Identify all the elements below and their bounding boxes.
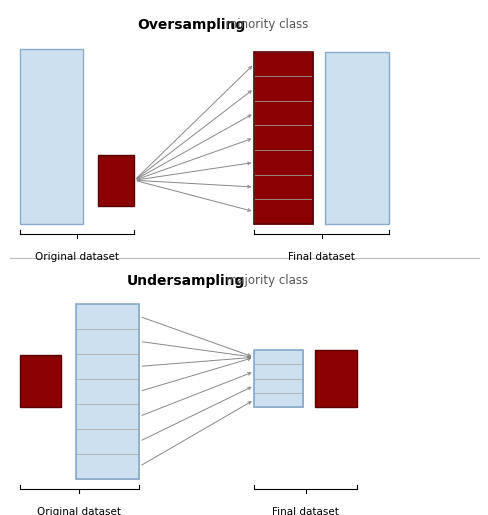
Bar (254, 52, 312, 224)
Bar (254, 199, 312, 224)
Text: Final dataset: Final dataset (287, 252, 354, 262)
Bar (254, 175, 312, 199)
Bar (254, 101, 312, 126)
Text: Original dataset: Original dataset (38, 507, 121, 515)
Bar (76, 354, 139, 379)
Bar (325, 52, 388, 224)
Bar (254, 150, 312, 175)
Text: Undersampling: Undersampling (127, 274, 245, 288)
Bar (98, 154, 134, 206)
Bar (254, 365, 303, 379)
Bar (20, 49, 83, 224)
Text: majority class: majority class (222, 274, 308, 287)
Bar (254, 393, 303, 407)
Text: Original dataset: Original dataset (35, 252, 119, 262)
Bar (254, 52, 312, 76)
Bar (20, 355, 61, 407)
Bar (76, 379, 139, 404)
Bar (254, 76, 312, 101)
Bar (76, 304, 139, 329)
Bar (254, 379, 303, 392)
Bar (254, 350, 303, 365)
Text: Oversampling: Oversampling (137, 18, 244, 32)
Bar (76, 404, 139, 429)
Bar (76, 429, 139, 454)
Bar (254, 350, 303, 407)
Bar (254, 126, 312, 150)
Bar (76, 329, 139, 354)
Text: Final dataset: Final dataset (272, 507, 338, 515)
Text: minority class: minority class (222, 18, 308, 31)
Bar (315, 350, 356, 407)
Bar (76, 454, 139, 479)
Bar (76, 304, 139, 479)
